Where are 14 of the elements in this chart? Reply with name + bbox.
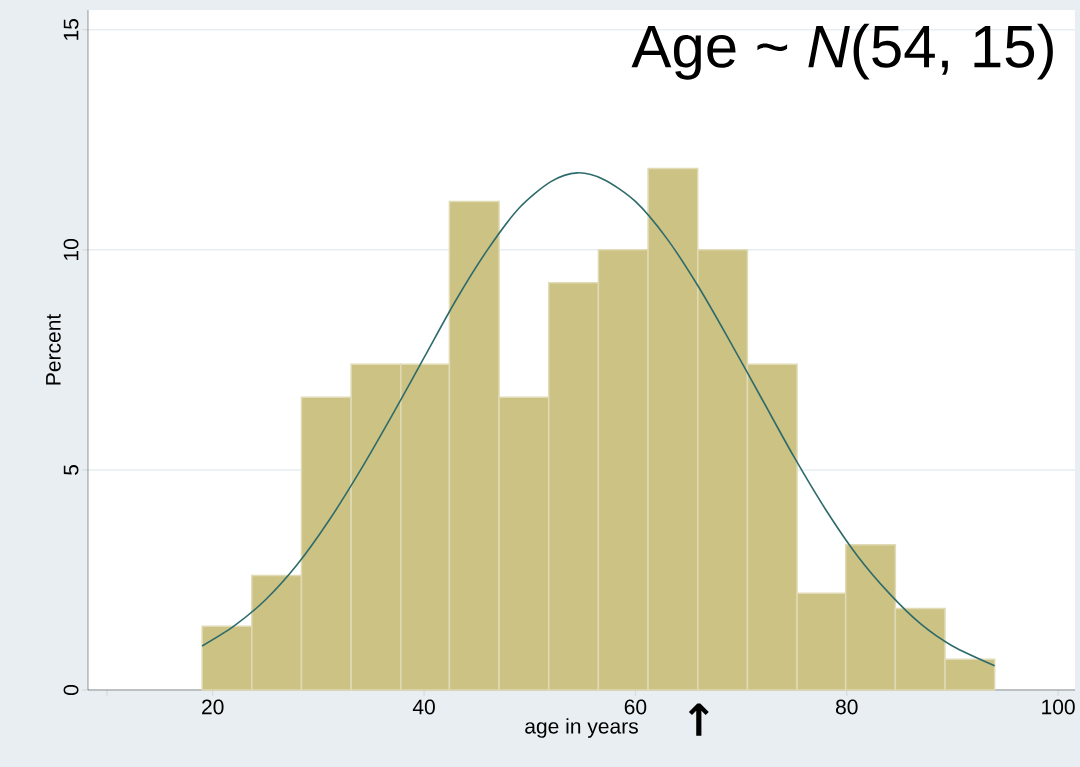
x-tick-label: 20 (202, 699, 224, 715)
y-tick-label: 0 (63, 684, 79, 696)
y-axis-title: Percent (46, 313, 61, 385)
y-tick-label: 15 (63, 19, 79, 40)
y-tick-label: 10 (63, 239, 79, 260)
annotation: Age ~ N(54, 15) (631, 23, 1053, 80)
annotation: ↑ (688, 703, 709, 736)
y-tick-label: 5 (63, 464, 79, 475)
x-tick-label: 100 (1042, 699, 1075, 715)
line-series (201, 172, 996, 667)
x-tick-label: 40 (412, 699, 435, 715)
x-tick-label: 60 (624, 699, 647, 715)
x-axis-title: age in years (525, 718, 638, 738)
x-tick-label: 80 (835, 699, 858, 715)
